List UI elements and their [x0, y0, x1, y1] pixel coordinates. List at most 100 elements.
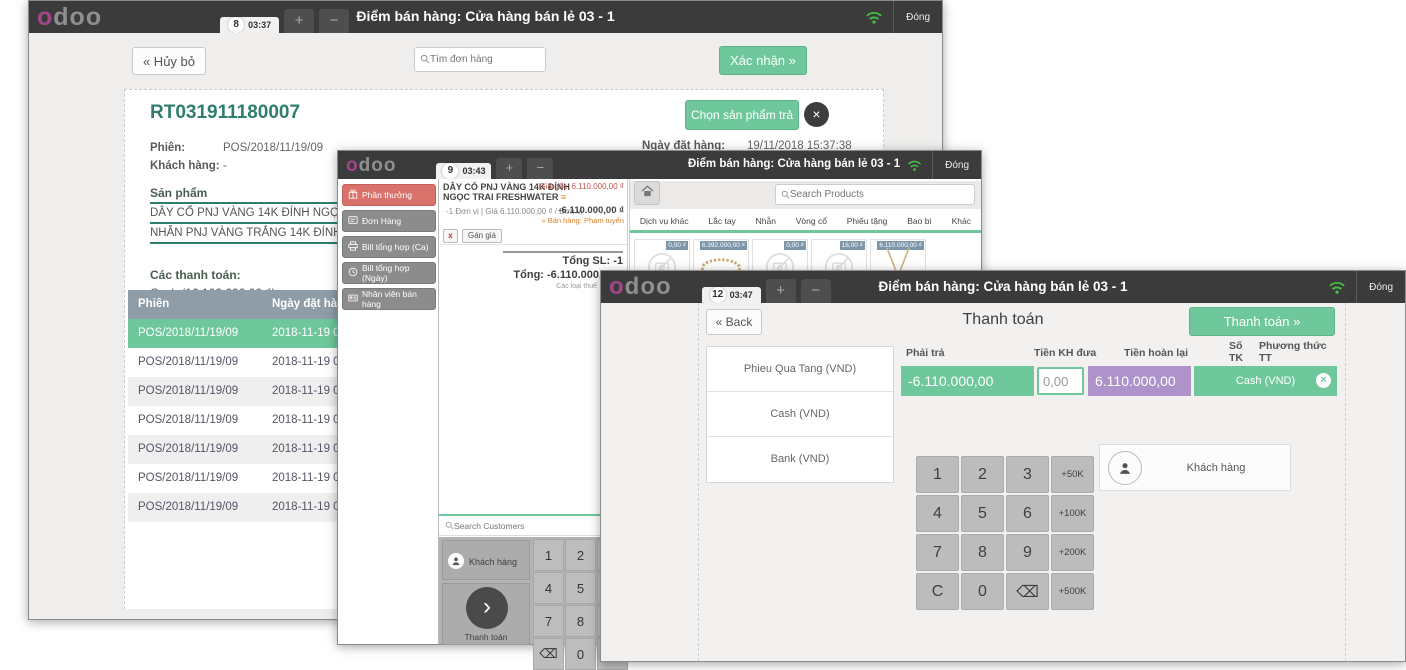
- search-icon: [445, 517, 454, 535]
- payment-method-item[interactable]: Phieu Qua Tang (VND): [707, 347, 893, 392]
- wifi-icon: [1318, 281, 1356, 294]
- session-tab[interactable]: 9 03:43: [436, 163, 492, 179]
- numpad-key[interactable]: 4: [533, 572, 564, 604]
- remove-tab-button[interactable]: −: [800, 279, 831, 303]
- payment-method-item[interactable]: Cash (VND): [707, 392, 893, 437]
- line-options-icon[interactable]: ≡: [560, 192, 567, 203]
- numpad-key[interactable]: 3: [1006, 456, 1049, 493]
- quantity-line: -1 Đơn vị | Giá 6.110.000,00 ₫ / Đơn vị: [446, 207, 583, 216]
- tab-time: 03:47: [729, 290, 753, 300]
- titlebar-right: Đóng: [855, 1, 942, 33]
- payment-line-method-cell[interactable]: Cash (VND) ×: [1194, 366, 1337, 396]
- close-button[interactable]: Đóng: [932, 151, 981, 179]
- wifi-icon: [897, 160, 932, 171]
- sidebar-item-rewards[interactable]: Phần thưởng: [342, 184, 436, 206]
- category-tab[interactable]: Bao bì: [907, 215, 932, 226]
- numpad-key-add50k[interactable]: +50K: [1051, 456, 1094, 493]
- numpad-key[interactable]: 6: [1006, 495, 1049, 532]
- add-tab-button[interactable]: +: [765, 279, 796, 303]
- set-price-button[interactable]: Gán giá: [462, 229, 502, 243]
- session-tab[interactable]: 8 03:37: [220, 17, 280, 33]
- numpad-key[interactable]: 0: [961, 573, 1004, 610]
- numpad-key[interactable]: 1: [533, 539, 564, 571]
- category-tab[interactable]: Nhẫn: [755, 215, 776, 226]
- add-tab-button[interactable]: +: [496, 158, 523, 179]
- remove-line-button[interactable]: x: [443, 229, 458, 243]
- column-header: Phiên: [138, 298, 170, 310]
- person-icon: [1108, 450, 1142, 485]
- gift-icon: [348, 189, 358, 201]
- payment-numpad: 1 2 3 +50K 4 5 6 +100K 7 8 9 +200K C 0 ⌫…: [916, 456, 1094, 610]
- numpad-key[interactable]: 5: [961, 495, 1004, 532]
- numpad-key[interactable]: 7: [533, 605, 564, 637]
- numpad-key[interactable]: 7: [916, 534, 959, 571]
- payment-method-item[interactable]: Bank (VND): [770, 453, 830, 465]
- close-button[interactable]: Đóng: [893, 1, 942, 33]
- sidebar-item-salesperson[interactable]: Nhân viên bán hàng: [342, 288, 436, 310]
- product-search-input[interactable]: [790, 189, 969, 200]
- validate-payment-button[interactable]: Thanh toán »: [1189, 307, 1335, 336]
- content-gutter: [698, 303, 1346, 661]
- sidebar-item-bill-shift[interactable]: Bill tổng hợp (Ca): [342, 236, 436, 258]
- numpad-key-clear[interactable]: C: [916, 573, 959, 610]
- category-tab[interactable]: Khác: [951, 215, 971, 226]
- remove-tab-button[interactable]: −: [527, 158, 554, 179]
- close-panel-icon[interactable]: ×: [804, 102, 829, 127]
- numpad-key[interactable]: 4: [916, 495, 959, 532]
- tendered-amount-input[interactable]: [1037, 367, 1084, 395]
- customer-search[interactable]: [439, 514, 627, 536]
- order-search-input[interactable]: [430, 54, 540, 65]
- numpad-key[interactable]: 2: [961, 456, 1004, 493]
- numpad-key-add200k[interactable]: +200K: [1051, 534, 1094, 571]
- action-pad: Khách hàng › Thanh toán 1 2 3 4 5 6 7 8 …: [439, 537, 628, 670]
- numpad-key[interactable]: 9: [1006, 534, 1049, 571]
- category-tab[interactable]: Phiếu tặng: [846, 215, 888, 226]
- titlebar: odoo 12 03:47 + − Điểm bán hàng: Cửa hàn…: [601, 271, 1405, 303]
- back-button[interactable]: « Back: [706, 309, 762, 335]
- sidebar-item-orders[interactable]: Đơn Hàng: [342, 210, 436, 232]
- customer-button-label: Khách hàng: [469, 557, 518, 567]
- choose-return-products-button[interactable]: Chọn sản phẩm trả: [685, 100, 799, 130]
- numpad-key[interactable]: 1: [916, 456, 959, 493]
- category-tab[interactable]: Lắc tay: [708, 215, 736, 226]
- payment-methods-list: Phieu Qua Tang (VND) Cash (VND) Bank (VN…: [706, 346, 894, 483]
- order-line[interactable]: DÂY CỔ PNJ VÀNG 14K ĐÍNH NGỌC TRAI FRESH…: [439, 179, 627, 245]
- numpad-key[interactable]: 0: [565, 638, 596, 670]
- close-button[interactable]: Đóng: [1356, 271, 1405, 303]
- add-tab-button[interactable]: +: [284, 9, 315, 33]
- titlebar-right: Đóng: [897, 151, 981, 179]
- select-customer-button[interactable]: Khách hàng: [442, 540, 530, 580]
- customer-search-input[interactable]: [454, 520, 621, 531]
- amount-due-cell: -6.110.000,00: [901, 366, 1034, 396]
- numpad-key[interactable]: 8: [961, 534, 1004, 571]
- select-customer-button[interactable]: Khách hàng: [1099, 444, 1291, 491]
- home-category-button[interactable]: [634, 181, 660, 205]
- remove-tab-button[interactable]: −: [319, 9, 350, 33]
- numpad-key[interactable]: 8: [565, 605, 596, 637]
- totals-divider: [503, 251, 623, 253]
- cancel-button[interactable]: « Hủy bỏ: [132, 47, 206, 75]
- numpad-key-backspace[interactable]: ⌫: [1006, 573, 1049, 610]
- customer-label: Khách hàng:: [150, 160, 220, 172]
- pay-button[interactable]: › Thanh toán: [442, 583, 530, 645]
- category-tab[interactable]: Vòng cổ: [795, 215, 827, 226]
- numpad-key[interactable]: 5: [565, 572, 596, 604]
- wifi-icon: [855, 11, 893, 24]
- numpad-key-add500k[interactable]: +500K: [1051, 573, 1094, 610]
- category-tab[interactable]: Dịch vụ khác: [639, 215, 689, 226]
- product-search[interactable]: [775, 184, 975, 205]
- numpad-key[interactable]: 2: [565, 539, 596, 571]
- remove-payment-icon[interactable]: ×: [1316, 373, 1331, 388]
- sidebar-item-bill-day[interactable]: Bill tổng hợp (Ngày): [342, 262, 436, 284]
- search-icon: [420, 51, 430, 69]
- confirm-button[interactable]: Xác nhận »: [719, 46, 807, 75]
- change-cell: 6.110.000,00: [1088, 366, 1191, 396]
- session-tab[interactable]: 12 03:47: [701, 287, 761, 303]
- pay-button-label: Thanh toán: [464, 632, 508, 642]
- order-date-label: Ngày đặt hàng:: [642, 140, 726, 152]
- numpad-key-backspace[interactable]: ⌫: [533, 638, 564, 670]
- numpad-key-add100k[interactable]: +100K: [1051, 495, 1094, 532]
- window-title: Điểm bán hàng: Cửa hàng bán lẻ 03 - 1: [688, 158, 901, 170]
- order-search[interactable]: [414, 47, 546, 72]
- client-numpad: 1 2 3 4 5 6 7 8 9 ⌫ 0: [533, 539, 628, 670]
